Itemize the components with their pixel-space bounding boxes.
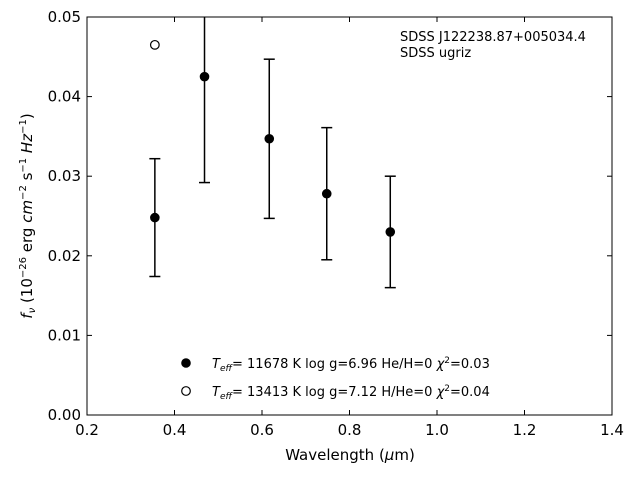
x-tick-label: 0.2: [75, 421, 99, 439]
y-tick-label: 0.01: [48, 326, 81, 344]
x-tick-label: 0.6: [250, 421, 274, 439]
y-tick-label: 0.05: [48, 8, 81, 26]
legend-marker-filled: [181, 358, 191, 368]
annotation: SDSS J122238.87+005034.4 SDSS ugriz: [400, 30, 586, 61]
y-tick-label: 0.04: [48, 88, 81, 106]
legend-entry-2: Teff= 13413 K log g=7.12 H/He=0 χ2=0.04: [212, 384, 490, 402]
data-point-filled: [264, 133, 275, 144]
annotation-line-2: SDSS ugriz: [400, 46, 471, 61]
data-point-filled: [321, 188, 332, 199]
x-tick-label: 0.4: [163, 421, 187, 439]
y-tick-label: 0.03: [48, 167, 81, 185]
x-tick-label: 0.8: [338, 421, 362, 439]
y-axis-label: fν (10−26 erg cm−2 s−1 Hz−1): [18, 113, 38, 318]
legend-marker-open: [181, 386, 191, 396]
x-tick-label: 1.2: [513, 421, 537, 439]
axis-ticks: 0.2 0.4 0.6 0.8 1.0 1.2 1.4 0.00 0.01 0.02 0.03 0.0…: [48, 8, 624, 439]
data-point-filled: [385, 227, 396, 237]
data-point-filled: [150, 212, 160, 223]
error-bars: [149, 17, 396, 289]
y-tick-label: 0.02: [48, 247, 81, 265]
legend: Teff= 11678 K log g=6.96 He/H=0 χ2=0.03 …: [181, 356, 490, 402]
legend-entry-1: Teff= 11678 K log g=6.96 He/H=0 χ2=0.03: [212, 356, 490, 374]
data-points: [149, 39, 396, 237]
plot-frame: [86, 16, 613, 416]
data-point-filled: [199, 71, 210, 82]
y-tick-label: 0.00: [48, 406, 81, 424]
data-point-open: [149, 39, 160, 50]
annotation-line-1: SDSS J122238.87+005034.4: [400, 30, 586, 45]
x-tick-label: 1.4: [600, 421, 624, 439]
x-axis-label: Wavelength (μm): [285, 446, 415, 464]
x-tick-label: 1.0: [425, 421, 449, 439]
